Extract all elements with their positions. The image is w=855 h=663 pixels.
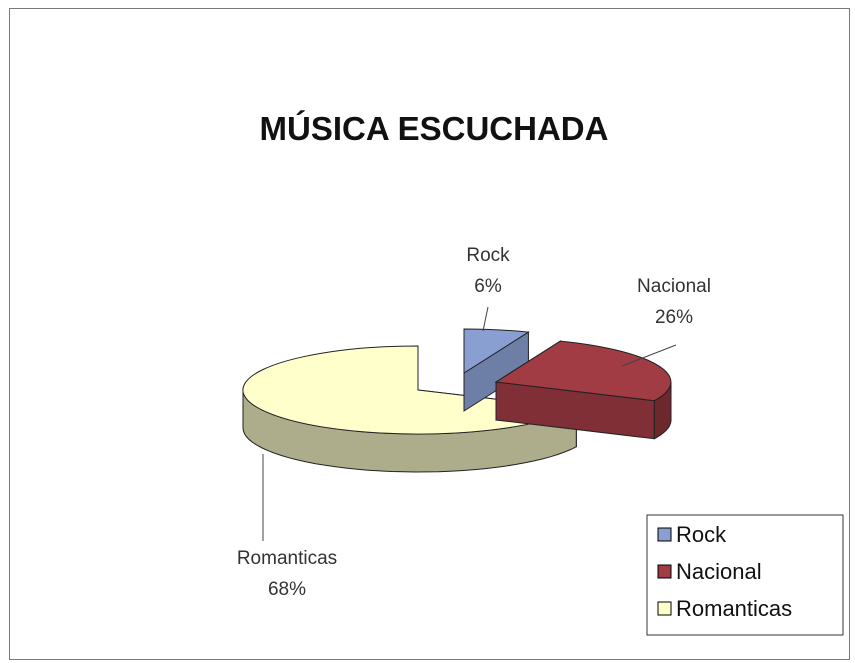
data-label-rock-value: 6% [474,276,502,297]
leader-line-nacional [621,344,677,367]
data-label-romanticas-name: Romanticas [237,548,337,569]
leader-line-rock [482,306,489,332]
legend-box [646,514,844,636]
data-label-nacional-value: 26% [655,307,693,328]
legend-label-romanticas: Romanticas [676,596,792,621]
pie-slice-romanticas [242,345,578,435]
legend-label-rock: Rock [676,522,727,547]
chart-frame: MÚSICA ESCUCHADA Rock 6% Nacional 26% Ro… [9,8,850,660]
data-label-nacional-name: Nacional [637,276,711,297]
data-label-rock-name: Rock [466,245,510,266]
legend: Rock Nacional Romanticas [646,514,844,636]
pie-slice-nacional [494,340,672,402]
legend-label-nacional: Nacional [676,559,762,584]
chart-title: MÚSICA ESCUCHADA [260,110,609,147]
pie-slice-rock [463,328,530,374]
data-label-romanticas-value: 68% [268,579,306,600]
pie-group [242,328,672,473]
pie-chart: MÚSICA ESCUCHADA Rock 6% Nacional 26% Ro… [237,110,844,636]
legend-swatch-nacional [657,564,672,579]
legend-swatch-rock [657,527,672,542]
legend-swatch-romanticas [657,601,672,616]
